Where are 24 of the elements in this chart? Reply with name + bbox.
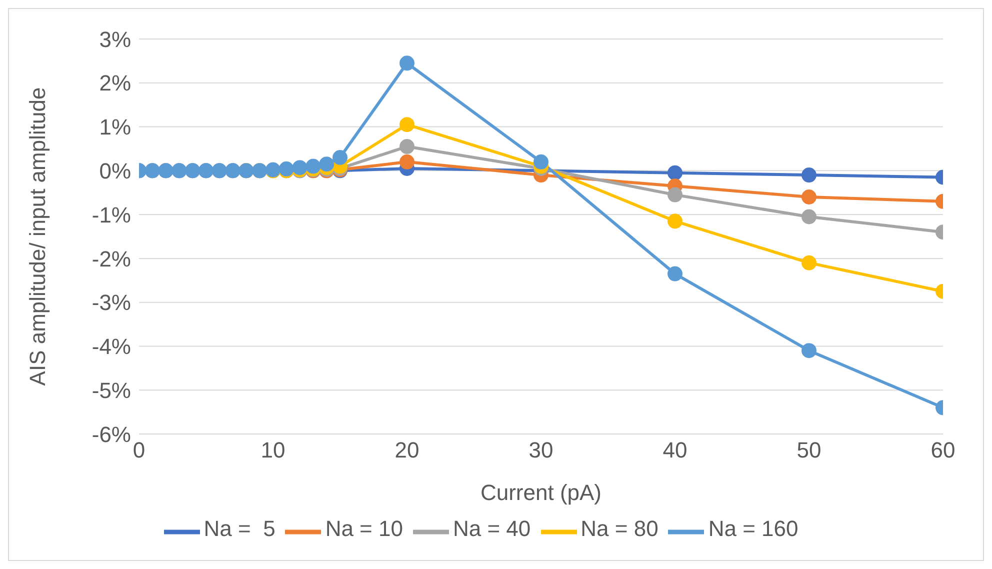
y-tick-label: -6%: [92, 422, 131, 447]
x-tick-label: 60: [930, 438, 956, 463]
y-tick-label: -2%: [92, 246, 131, 272]
y-tick-label: 3%: [99, 26, 131, 52]
x-tick-label: 10: [260, 438, 286, 463]
legend-label: Na = 80: [580, 516, 658, 542]
x-tick-label: 20: [394, 438, 420, 463]
x-tick-label: 40: [662, 438, 688, 463]
x-tick-label: 0: [132, 438, 146, 463]
y-tick-label: 0%: [99, 158, 131, 184]
y-tick-label: -3%: [92, 290, 131, 316]
x-tick-label: 30: [528, 438, 554, 463]
legend-label: Na = 10: [325, 516, 403, 542]
y-tick-label: -1%: [92, 202, 131, 228]
x-axis-title: Current (pA): [480, 480, 602, 505]
y-tick-label: -4%: [92, 334, 131, 360]
legend-label: Na = 5: [204, 516, 276, 542]
legend-label: Na = 160: [708, 516, 798, 542]
x-tick-label: 50: [796, 438, 822, 463]
y-axis-title: AIS amplitude/ input amplitude: [24, 87, 50, 386]
y-tick-label: -5%: [92, 378, 131, 403]
y-tick-label: 2%: [99, 70, 131, 96]
legend-label: Na = 40: [452, 516, 531, 542]
y-tick-label: 1%: [99, 114, 131, 140]
